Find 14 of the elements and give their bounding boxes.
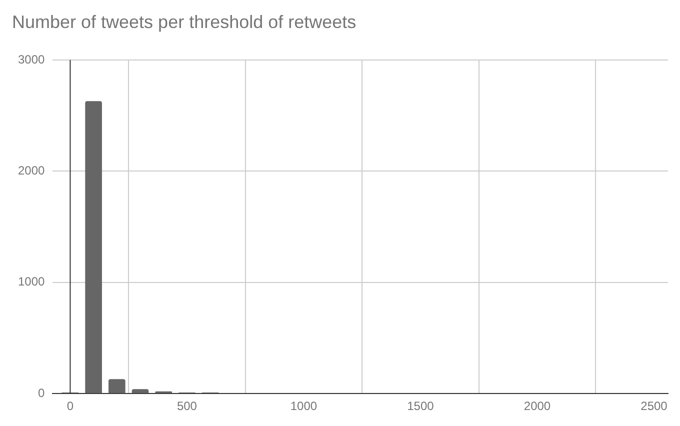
- bar: [85, 101, 102, 394]
- y-tick-label: 0: [38, 386, 46, 400]
- x-tick-label: 2000: [524, 399, 551, 414]
- x-tick-label: 0: [66, 399, 74, 414]
- bar: [132, 389, 149, 394]
- x-tick-label: 500: [176, 399, 198, 414]
- chart-title: Number of tweets per threshold of retweets: [12, 12, 356, 33]
- y-tick-label: 2000: [18, 164, 46, 178]
- y-tick-label: 1000: [18, 274, 46, 289]
- x-tick-label: 1000: [290, 399, 318, 414]
- y-tick-label: 3000: [18, 52, 46, 66]
- bar: [108, 379, 126, 394]
- x-tick-label: 1500: [407, 399, 434, 414]
- x-tick-label: 2500: [640, 399, 668, 414]
